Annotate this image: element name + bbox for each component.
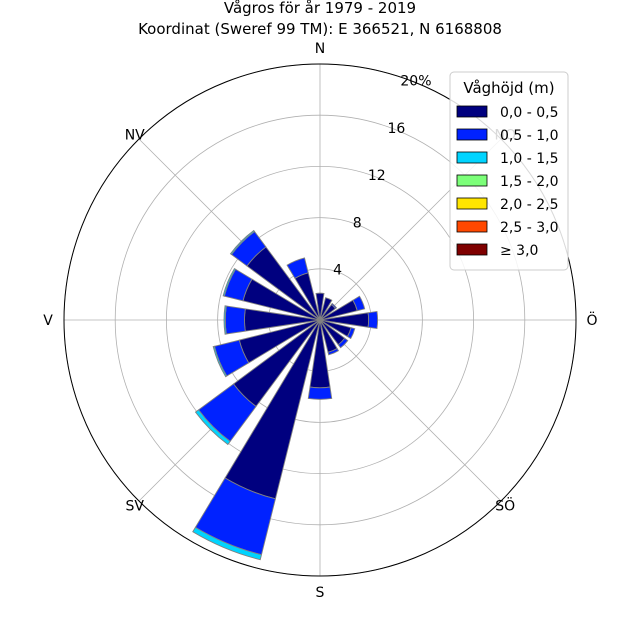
direction-label: V [43,313,53,329]
rose-bar-segment [286,257,309,279]
legend-entry: 0,5 - 1,0 [500,128,558,144]
grid-spoke [319,319,502,502]
legend-swatch [456,243,488,256]
legend-entry: 2,0 - 2,5 [500,197,558,213]
legend-entry: 1,0 - 1,5 [500,151,558,167]
legend-swatch [456,220,488,233]
rose-bar-segment [319,297,333,321]
legend-box [449,71,569,271]
rose-bar-segment [224,305,246,335]
radial-tick-label: 16 [387,121,405,137]
direction-label: S [316,585,325,601]
legend-swatch [456,128,488,141]
direction-label: NV [125,128,145,144]
rose-bar-segment [222,267,237,297]
direction-label: SÖ [495,496,515,514]
legend-swatch [456,105,488,118]
rose-bar-segment [346,327,356,340]
direction-label: Ö [586,311,597,329]
legend: Våghöjd (m) 0,0 - 0,5 0,5 - 1,0 1,0 - 1,5 1,… [449,71,569,271]
rose-bar-segment [315,292,325,321]
radial-tick-label: 4 [333,263,342,279]
radial-tick-label: 8 [353,215,362,231]
rose-bar-segment [352,295,366,312]
rose-bar-segment [229,229,256,256]
rose-bar-segment [367,310,379,330]
direction-label: SV [126,498,145,514]
legend-swatch [456,197,488,210]
rose-bar-segment [192,526,263,561]
rose-bar-segment [212,345,228,378]
legend-swatch [456,174,488,187]
rose-bar-segment [337,337,349,349]
chart-subtitle: Koordinat (Sweref 99 TM): E 366521, N 61… [138,20,502,38]
rose-bar-segment [307,386,333,400]
rose-bar-segment [244,308,321,332]
legend-swatch [456,151,488,164]
polar-frame [63,63,577,577]
radial-tick-labels: 4 8 12 16 20% [333,73,431,278]
radial-tick-label: 12 [368,168,386,184]
legend-entry: 0,0 - 0,5 [500,105,558,121]
legend-title: Våghöjd (m) [463,79,554,97]
rose-bars [192,229,379,561]
legend-entry: ≥ 3,0 [500,243,538,259]
direction-label: N [315,41,325,57]
legend-entry: 2,5 - 3,0 [500,220,558,236]
rose-bar-segment [330,302,338,310]
rose-bar-segment [194,409,231,446]
rose-bar-segment [223,305,227,335]
rose-bar-segment [327,347,340,356]
chart-title: Vågros för år 1979 - 2019 [224,0,416,17]
legend-entry: 1,5 - 2,0 [500,174,558,190]
direction-labels: NNOÖSÖSSVVNV [43,41,597,601]
radial-tick-label: 20% [400,73,431,89]
